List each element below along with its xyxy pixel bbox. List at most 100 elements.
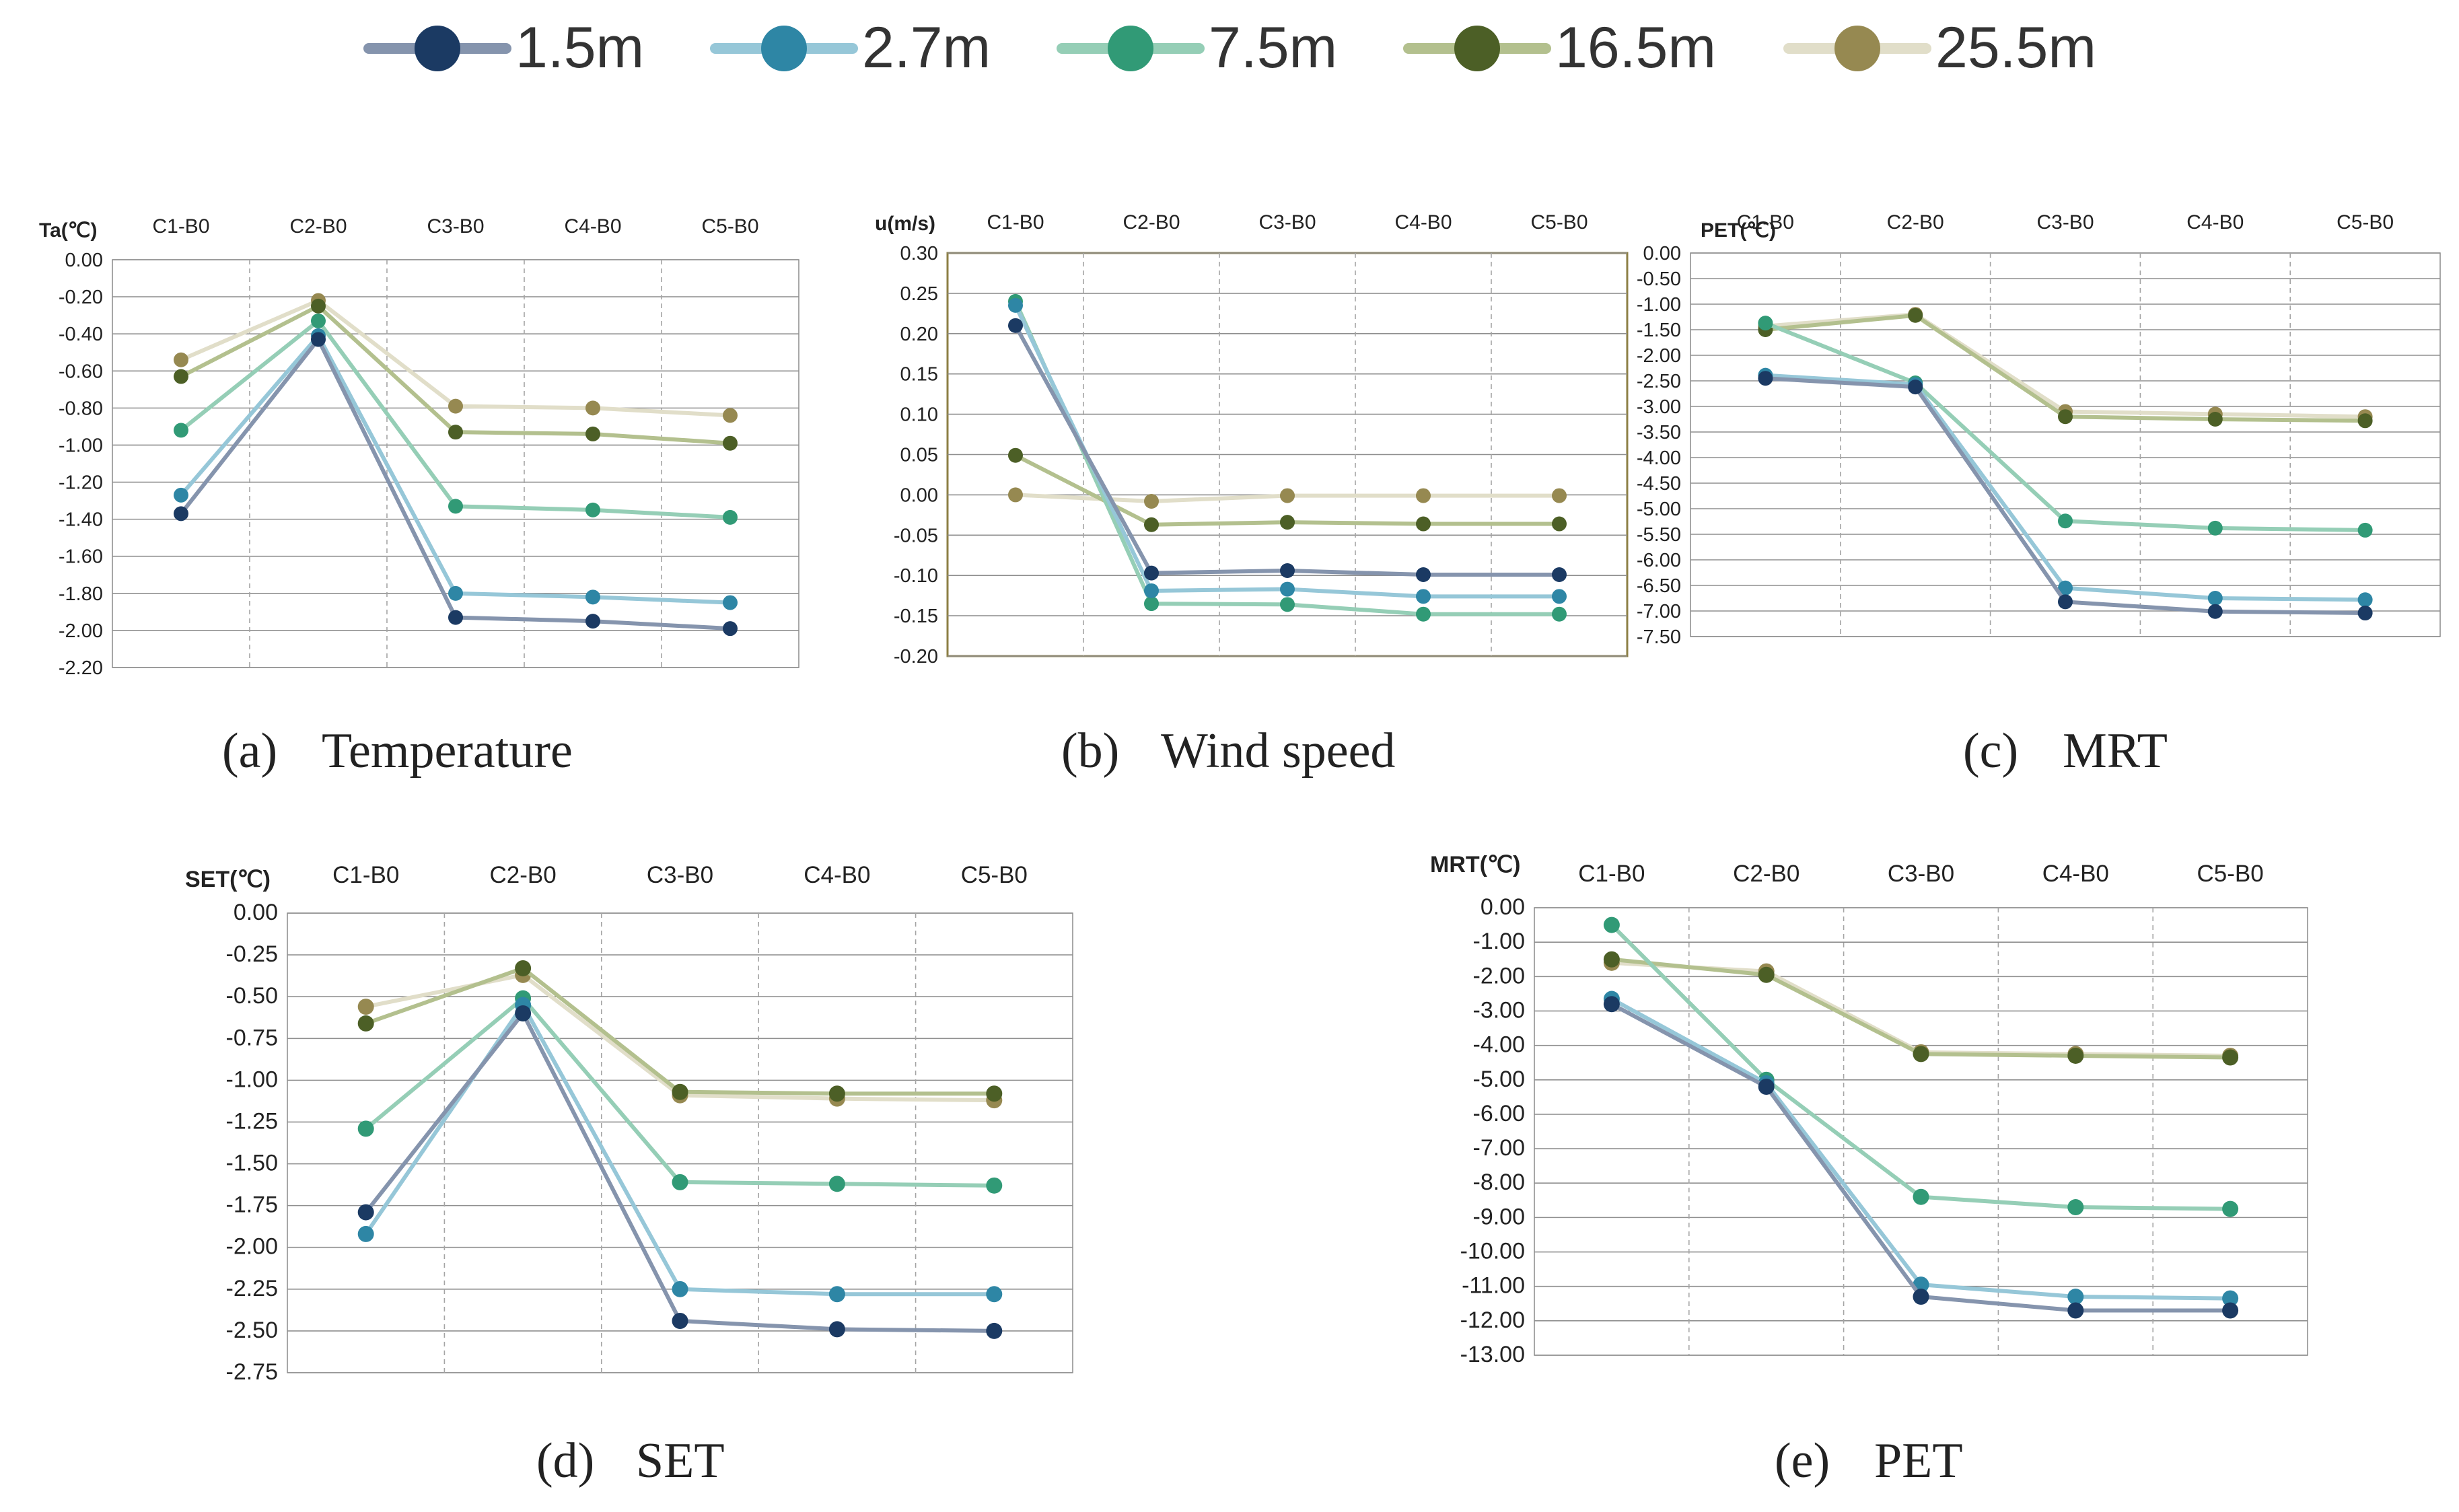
data-point	[1280, 581, 1295, 597]
data-point	[1913, 1289, 1929, 1305]
plot-area	[1690, 252, 2441, 637]
data-point	[585, 502, 600, 517]
y-tick-label: -3.50	[1637, 422, 1681, 443]
data-point	[2357, 606, 2373, 621]
category-label: C3-B0	[427, 215, 484, 238]
series-1-5m	[357, 1005, 1003, 1339]
data-point	[2058, 409, 2073, 425]
data-point	[2357, 592, 2373, 608]
category-label: C2-B0	[1733, 861, 1799, 887]
data-point	[723, 408, 738, 423]
y-tick-label: -9.00	[1473, 1204, 1526, 1229]
data-point	[2058, 594, 2073, 610]
data-point	[515, 1005, 532, 1022]
data-point	[1416, 589, 1431, 604]
y-tick-label: -0.20	[59, 287, 103, 308]
data-point	[1008, 297, 1023, 313]
y-tick-label: 0.00	[1643, 243, 1681, 264]
y-tick-label: -6.50	[1637, 575, 1681, 597]
data-point	[1913, 1188, 1929, 1205]
series-16-5m	[1603, 951, 2239, 1066]
data-point	[828, 1321, 845, 1338]
legend-item-25-5m: 25.5m	[1783, 15, 2096, 80]
data-point	[174, 423, 188, 438]
series-1-5m	[1603, 996, 2239, 1319]
series-2-7m	[1008, 297, 1567, 604]
legend-item-7-5m: 7.5m	[1057, 15, 1337, 80]
chart-pet: 0.00 -1.00 -2.00 -3.00 -4.00 -5.00 -6.00 -7.00 -…	[1430, 852, 2308, 1488]
y-tick-label: -2.50	[226, 1318, 279, 1343]
data-point	[723, 595, 738, 610]
data-point	[448, 499, 463, 514]
category-label: C3-B0	[2036, 211, 2094, 233]
data-point	[311, 298, 326, 314]
data-point	[2058, 513, 2073, 529]
category-label: C4-B0	[804, 862, 870, 888]
y-tick-label: -7.00	[1473, 1135, 1526, 1161]
data-point	[448, 610, 463, 625]
data-point	[672, 1281, 688, 1297]
y-tick-label: -13.00	[1460, 1342, 1525, 1367]
y-tick-label: -2.00	[1637, 345, 1681, 367]
y-tick-label: -1.40	[59, 509, 103, 531]
data-point	[1552, 589, 1567, 604]
plot-area	[112, 259, 799, 668]
data-point	[357, 1120, 374, 1137]
data-point	[1280, 597, 1295, 612]
chart-mrt: 0.00 -0.50 -1.00 -1.50 -2.00 -2.50 -3.00 -3.50 -…	[1637, 211, 2441, 779]
data-point	[986, 1322, 1003, 1339]
data-point	[311, 313, 326, 328]
y-tick-label: -0.60	[59, 361, 103, 382]
data-point	[1008, 487, 1023, 503]
y-tick-label: -1.50	[226, 1151, 279, 1176]
category-label: C2-B0	[289, 215, 347, 238]
chart-temperature: 0.00 -0.20 -0.40 -0.60 -0.80 -1.00 -1.20 -1.40 -…	[39, 215, 799, 779]
data-point	[1758, 966, 1775, 983]
data-point	[174, 369, 188, 384]
category-label: C1-B0	[987, 211, 1044, 233]
data-point	[174, 506, 188, 521]
caption-letter: (c)	[1963, 723, 2018, 779]
y-tick-label: -0.80	[59, 398, 103, 419]
y-tick-label: 0.05	[900, 445, 938, 466]
legend: 1.5m 2.7m 7.5m 16.5m 25.5m	[363, 15, 2096, 80]
caption-letter: (a)	[222, 723, 277, 779]
data-point	[1416, 516, 1431, 532]
y-tick-label: 0.15	[900, 364, 938, 386]
legend-marker	[415, 26, 460, 71]
y-tick-label: 0.25	[900, 283, 938, 305]
data-point	[1416, 488, 1431, 503]
series-1-5m	[174, 332, 738, 637]
legend-marker	[1108, 26, 1153, 71]
data-point	[1144, 596, 1159, 612]
y-tick-label: -1.50	[1637, 320, 1681, 341]
y-tick-label: -0.10	[894, 565, 938, 587]
y-tick-label: -4.00	[1637, 447, 1681, 469]
y-axis-title: MRT(℃)	[1430, 852, 1520, 877]
y-tick-label: -0.40	[59, 324, 103, 345]
data-point	[2357, 413, 2373, 429]
y-tick-label: 0.30	[900, 243, 938, 264]
data-point	[1758, 1079, 1775, 1095]
data-point	[672, 1174, 688, 1190]
data-point	[1144, 583, 1159, 598]
y-tick-label: -2.20	[59, 657, 103, 679]
data-point	[1908, 380, 1923, 395]
data-point	[1280, 515, 1295, 530]
y-tick-label: -7.00	[1637, 601, 1681, 622]
caption-title: SET	[636, 1433, 725, 1488]
series-16-5m	[357, 960, 1003, 1102]
category-label: C2-B0	[1887, 211, 1944, 233]
series-25-5m	[174, 293, 738, 423]
data-point	[2222, 1049, 2239, 1066]
data-point	[828, 1286, 845, 1303]
data-point	[672, 1313, 688, 1330]
y-tick-label: -1.25	[226, 1108, 279, 1134]
legend-item-2-7m: 2.7m	[710, 15, 991, 80]
data-point	[1913, 1046, 1929, 1063]
data-point	[515, 960, 532, 976]
y-tick-label: -8.00	[1473, 1169, 1526, 1195]
category-label: C1-B0	[332, 862, 399, 888]
y-tick-label: -0.05	[894, 525, 938, 546]
series-16-5m	[174, 298, 738, 451]
